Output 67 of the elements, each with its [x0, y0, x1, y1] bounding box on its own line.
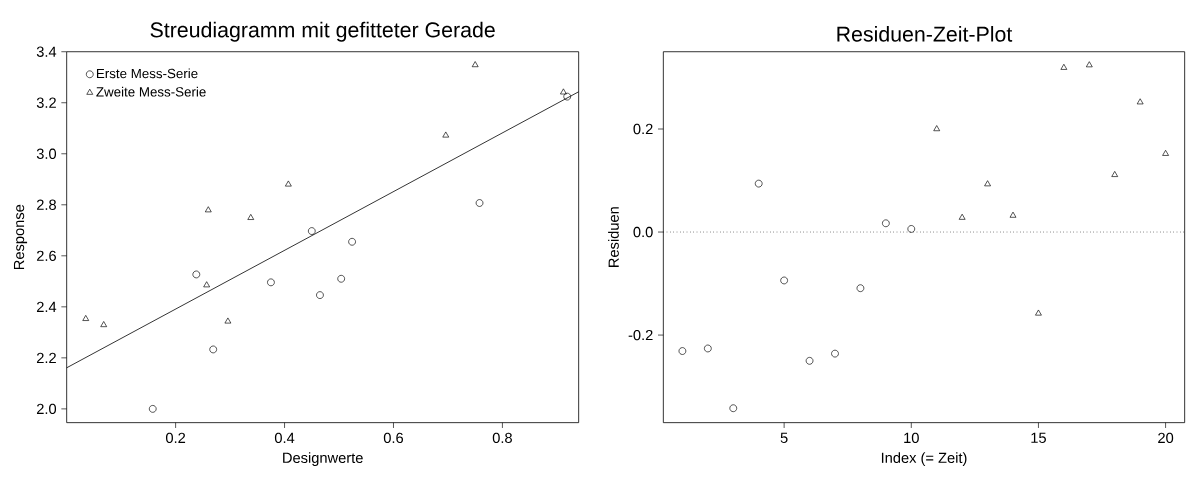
point	[1136, 98, 1144, 105]
y-tick-label: 2.0	[36, 403, 57, 415]
point	[316, 291, 324, 299]
y-axis-title: Response	[13, 204, 28, 269]
y-tick-label: 3.4	[36, 46, 57, 57]
point	[148, 405, 157, 413]
point	[831, 349, 839, 358]
point	[984, 180, 991, 187]
point	[856, 284, 865, 292]
y-tick-label: 2.8	[36, 199, 56, 210]
point	[204, 206, 212, 213]
x-tick-label: 10	[904, 432, 919, 444]
legend-label: Zweite Mess-Serie	[96, 86, 206, 97]
point	[729, 404, 738, 413]
point	[1009, 211, 1017, 218]
x-tick-label: 0.4	[274, 432, 295, 444]
y-tick-label: 3.0	[36, 148, 57, 159]
point	[704, 344, 712, 353]
chart-title: Streudiagramm mit gefitteter Gerade	[150, 21, 495, 42]
y-tick-label: 2.2	[36, 352, 56, 363]
y-tick-label: 2.4	[36, 301, 57, 312]
point	[907, 225, 916, 233]
x-tick-label: 0.8	[492, 432, 512, 444]
point	[192, 270, 201, 279]
point	[337, 274, 345, 283]
point	[100, 321, 108, 328]
point	[471, 61, 479, 68]
point	[882, 219, 890, 228]
point	[1060, 63, 1068, 70]
x-tick-label: 0.6	[383, 432, 404, 444]
point	[348, 237, 356, 246]
legend-label: Erste Mess-Serie	[96, 68, 198, 79]
x-tick-label: 20	[1158, 432, 1174, 444]
point	[1162, 149, 1169, 156]
point	[1085, 61, 1093, 68]
y-tick-label: 2.6	[36, 250, 56, 262]
point	[958, 213, 966, 220]
point	[560, 88, 567, 95]
point	[563, 92, 572, 101]
y-tick-label: -0.2	[628, 329, 653, 341]
y-axis-title: Residuen	[608, 207, 619, 267]
point	[247, 213, 255, 220]
x-tick-label: 5	[780, 432, 788, 443]
chart-title: Residuen-Zeit-Plot	[837, 26, 1013, 42]
x-axis-title: Designwerte	[283, 452, 363, 466]
point	[1111, 171, 1119, 177]
point	[209, 345, 217, 354]
x-axis-title: Index (= Zeit)	[881, 452, 967, 466]
point	[224, 317, 232, 324]
point	[1035, 309, 1042, 316]
point	[475, 199, 484, 207]
x-tick-label: 15	[1031, 432, 1046, 443]
y-tick-label: 0.0	[633, 226, 653, 238]
point	[805, 357, 814, 365]
point	[678, 347, 687, 355]
y-tick-label: 0.2	[633, 123, 653, 135]
x-tick-label: 0.2	[165, 432, 186, 444]
point	[307, 227, 316, 235]
point	[442, 131, 450, 138]
point	[267, 278, 275, 287]
y-tick-label: 3.2	[36, 97, 56, 108]
point	[285, 180, 292, 187]
point	[203, 281, 210, 288]
point	[754, 179, 763, 188]
point	[82, 315, 90, 321]
point	[933, 125, 941, 132]
point	[780, 276, 788, 285]
